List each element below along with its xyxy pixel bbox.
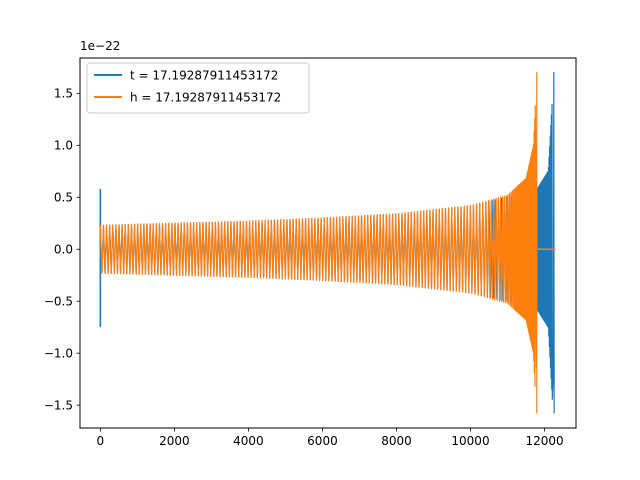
legend: t = 17.19287911453172 h = 17.19287911453… [86, 62, 310, 114]
x-tick-label: 2000 [159, 434, 190, 448]
x-tick-label: 10000 [451, 434, 489, 448]
y-tick-label: −0.5 [44, 294, 73, 308]
plot-frame [79, 57, 577, 429]
x-tick-label: 0 [97, 434, 105, 448]
y-axis: −1.5 −1.0 −0.5 0.0 0.5 1.0 1.5 [44, 87, 80, 412]
y-tick-label: 1.5 [54, 87, 73, 101]
y-tick-label: 0.5 [54, 190, 73, 204]
x-tick-label: 6000 [307, 434, 338, 448]
y-tick-label: 0.0 [54, 242, 73, 256]
y-tick-label: −1.5 [44, 398, 73, 412]
y-offset-label: 1e−22 [80, 39, 120, 53]
series-layer [99, 71, 556, 414]
x-tick-label: 8000 [381, 434, 412, 448]
x-tick-label: 4000 [233, 434, 264, 448]
series-h-line [99, 71, 538, 414]
x-tick-label: 12000 [525, 434, 563, 448]
x-axis: 0 2000 4000 6000 8000 10000 12000 [97, 428, 564, 448]
y-tick-label: 1.0 [54, 139, 73, 153]
legend-frame [86, 62, 310, 114]
legend-label-t: t = 17.19287911453172 [130, 69, 278, 83]
legend-label-h: h = 17.19287911453172 [130, 91, 281, 105]
y-tick-label: −1.0 [44, 346, 73, 360]
